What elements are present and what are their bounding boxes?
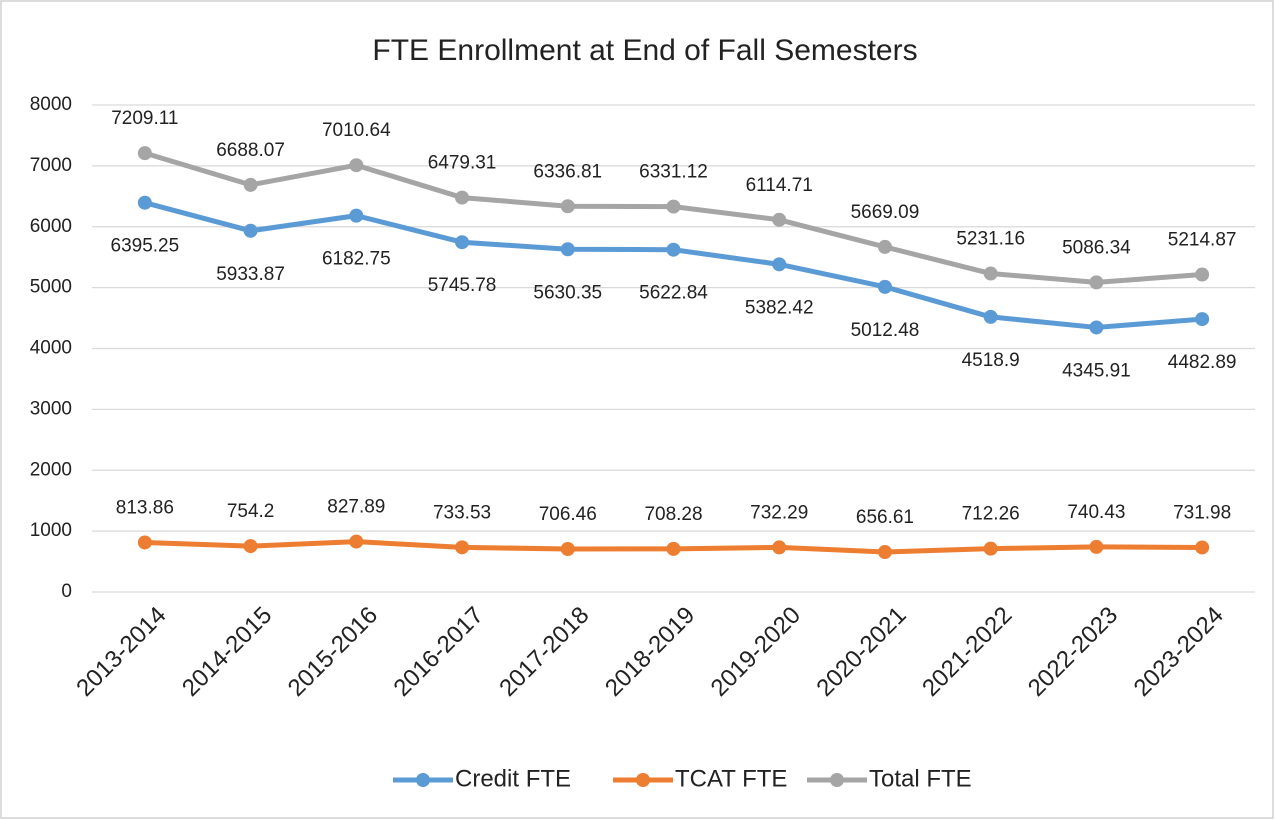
legend-marker — [636, 773, 650, 787]
chart-title: FTE Enrollment at End of Fall Semesters — [372, 34, 917, 67]
legend-label: TCAT FTE — [675, 765, 787, 792]
data-label: 6688.07 — [216, 140, 285, 161]
y-tick-label: 7000 — [30, 155, 72, 176]
data-label: 5012.48 — [851, 320, 920, 341]
legend-marker — [830, 773, 844, 787]
data-label: 6395.25 — [111, 236, 180, 257]
data-label: 5086.34 — [1062, 237, 1131, 258]
data-label: 708.28 — [644, 504, 702, 525]
data-point — [1089, 539, 1104, 554]
data-label: 706.46 — [539, 504, 597, 525]
data-point — [666, 242, 681, 257]
data-label: 6114.71 — [746, 175, 813, 196]
data-point — [1195, 267, 1210, 282]
data-label: 7010.64 — [322, 120, 391, 141]
data-label: 813.86 — [116, 497, 174, 518]
data-label: 5231.16 — [956, 229, 1025, 250]
data-point — [243, 223, 258, 238]
legend-marker — [416, 773, 430, 787]
data-point — [560, 242, 575, 257]
data-label: 732.29 — [750, 502, 808, 523]
y-tick-label: 1000 — [30, 520, 72, 541]
data-point — [877, 545, 892, 560]
data-point — [983, 266, 998, 281]
data-point — [666, 541, 681, 556]
data-point — [349, 534, 364, 549]
data-label: 4345.91 — [1062, 360, 1131, 381]
data-label: 5745.78 — [428, 275, 497, 296]
data-point — [137, 195, 152, 210]
data-label: 5933.87 — [216, 264, 285, 285]
data-label: 5214.87 — [1168, 230, 1237, 251]
data-point — [455, 190, 470, 205]
data-label: 6182.75 — [322, 249, 391, 270]
data-point — [455, 540, 470, 555]
data-point — [772, 212, 787, 227]
data-point — [455, 235, 470, 250]
data-label: 5382.42 — [745, 297, 814, 318]
y-tick-label: 6000 — [30, 216, 72, 237]
data-point — [666, 199, 681, 214]
data-point — [772, 540, 787, 555]
data-label: 712.26 — [962, 504, 1020, 525]
data-label: 5630.35 — [533, 282, 602, 303]
data-label: 656.61 — [856, 507, 914, 528]
y-tick-label: 2000 — [30, 459, 72, 480]
data-point — [983, 541, 998, 556]
y-tick-label: 0 — [61, 581, 72, 602]
data-label: 731.98 — [1173, 502, 1231, 523]
data-label: 6331.12 — [639, 162, 708, 183]
data-label: 6336.81 — [533, 161, 602, 182]
data-point — [877, 279, 892, 294]
legend-label: Total FTE — [869, 765, 972, 792]
data-point — [1089, 275, 1104, 290]
data-point — [349, 208, 364, 223]
data-point — [772, 257, 787, 272]
data-label: 4518.9 — [962, 350, 1020, 371]
y-tick-label: 3000 — [30, 398, 72, 419]
data-label: 4482.89 — [1168, 352, 1237, 373]
data-point — [877, 239, 892, 254]
legend-label: Credit FTE — [455, 765, 571, 792]
data-label: 827.89 — [327, 497, 385, 518]
data-label: 754.2 — [227, 501, 275, 522]
data-label: 6479.31 — [428, 153, 497, 174]
y-tick-label: 8000 — [30, 94, 72, 115]
data-point — [1195, 312, 1210, 327]
data-point — [560, 541, 575, 556]
data-point — [1195, 540, 1210, 555]
data-point — [243, 177, 258, 192]
data-label: 740.43 — [1067, 502, 1125, 523]
data-point — [1089, 320, 1104, 335]
y-tick-label: 4000 — [30, 338, 72, 359]
data-point — [983, 309, 998, 324]
data-label: 5669.09 — [851, 202, 920, 223]
data-label: 7209.11 — [111, 108, 178, 129]
data-point — [349, 158, 364, 173]
data-label: 733.53 — [433, 502, 491, 523]
data-point — [560, 199, 575, 214]
y-tick-label: 5000 — [30, 277, 72, 298]
data-point — [137, 146, 152, 161]
data-point — [137, 535, 152, 550]
data-label: 5622.84 — [639, 283, 708, 304]
data-point — [243, 539, 258, 554]
